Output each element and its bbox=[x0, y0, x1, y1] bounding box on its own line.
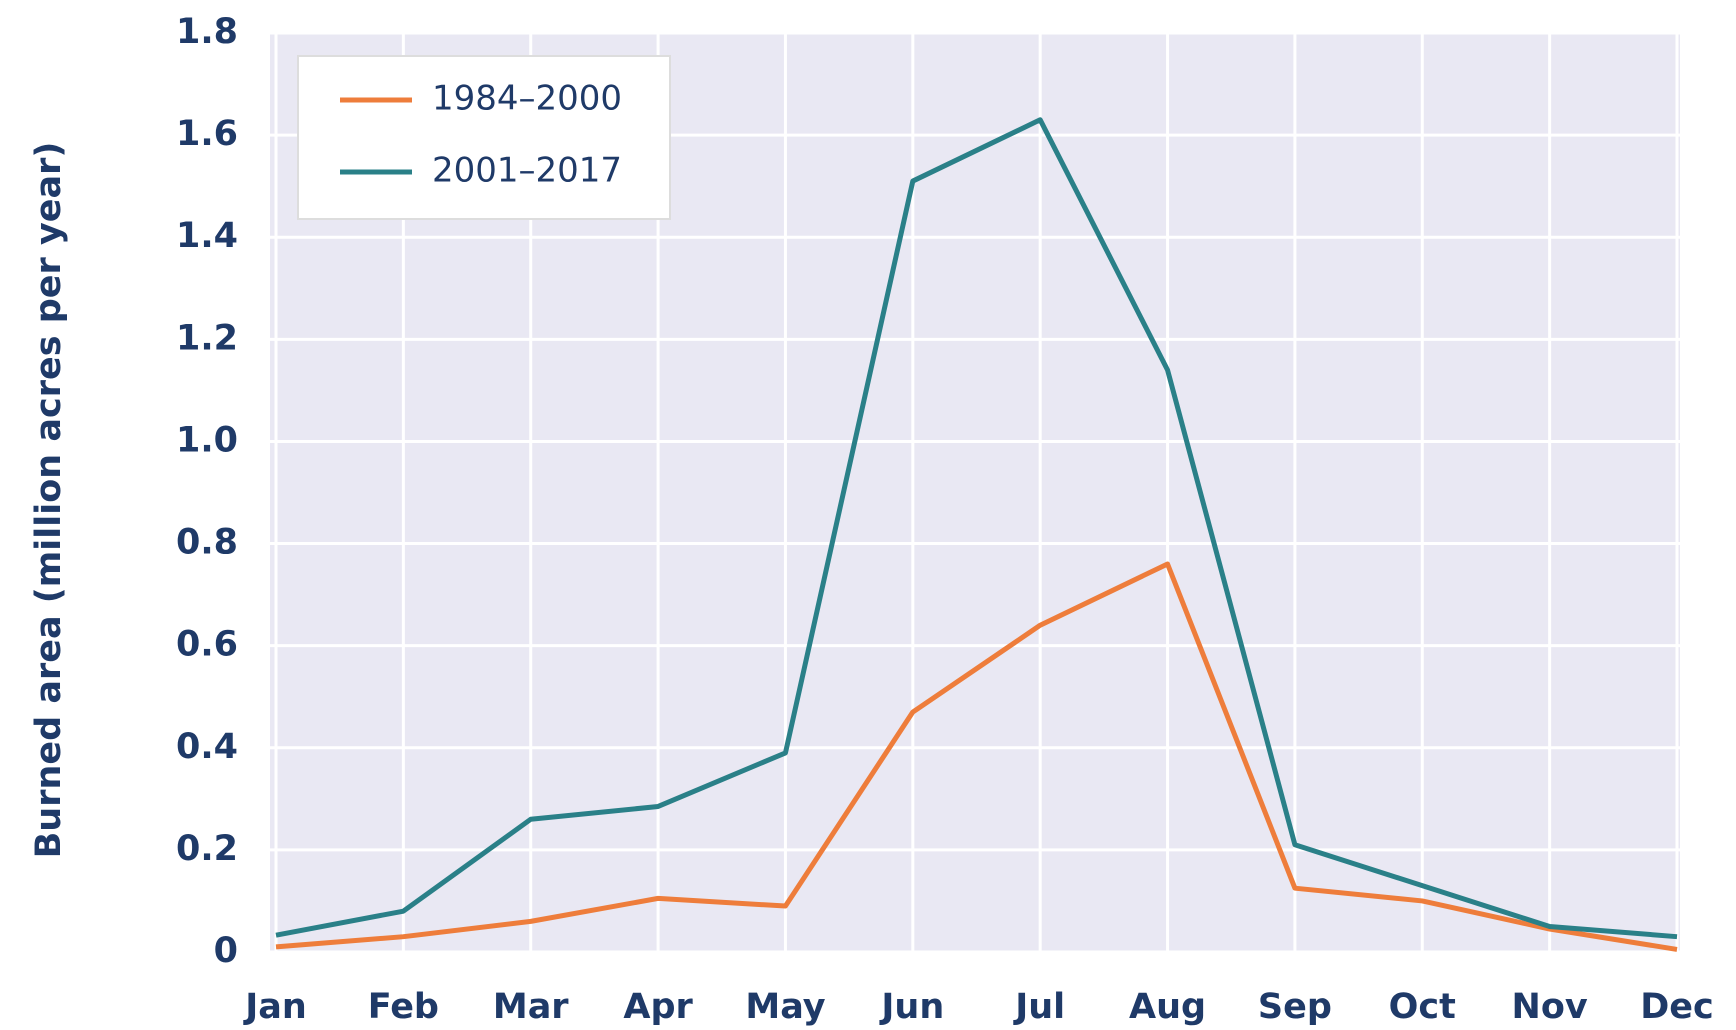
y-tick-label: 0.4 bbox=[176, 727, 238, 767]
legend-label: 1984–2000 bbox=[432, 79, 622, 119]
y-tick-label: 0.2 bbox=[176, 829, 238, 869]
x-tick-label: Jan bbox=[243, 987, 307, 1027]
x-tick-label: Aug bbox=[1129, 987, 1206, 1027]
y-tick-label: 0.8 bbox=[176, 523, 238, 563]
y-tick-label: 1.2 bbox=[176, 318, 238, 358]
y-tick-label: 0.6 bbox=[176, 625, 238, 665]
x-tick-label: Nov bbox=[1512, 987, 1588, 1027]
series-line bbox=[275, 117, 1678, 940]
x-tick-label: May bbox=[745, 987, 825, 1027]
x-tick-label: Dec bbox=[1640, 987, 1714, 1027]
y-tick-label: 1.4 bbox=[176, 216, 238, 256]
x-tick-label: Jul bbox=[1013, 987, 1065, 1027]
legend: 1984–2000 2001–2017 bbox=[297, 55, 671, 220]
y-tick-label: 0 bbox=[214, 931, 238, 971]
y-tick-label: 1.8 bbox=[176, 12, 238, 52]
x-tick-label: Feb bbox=[368, 987, 439, 1027]
x-tick-label: Mar bbox=[493, 987, 569, 1027]
x-tick-label: Apr bbox=[623, 987, 693, 1027]
legend-label: 2001–2017 bbox=[432, 151, 622, 191]
x-tick-label: Jun bbox=[879, 987, 944, 1027]
x-tick-label: Oct bbox=[1389, 987, 1456, 1027]
legend-box bbox=[297, 55, 671, 220]
y-tick-label: 1.0 bbox=[176, 420, 238, 460]
series-line bbox=[275, 561, 1678, 952]
x-tick-label: Sep bbox=[1258, 987, 1332, 1027]
y-tick-label: 1.6 bbox=[176, 114, 238, 154]
y-axis-title: Burned area (million acres per year) bbox=[29, 142, 69, 859]
lines bbox=[275, 117, 1678, 952]
